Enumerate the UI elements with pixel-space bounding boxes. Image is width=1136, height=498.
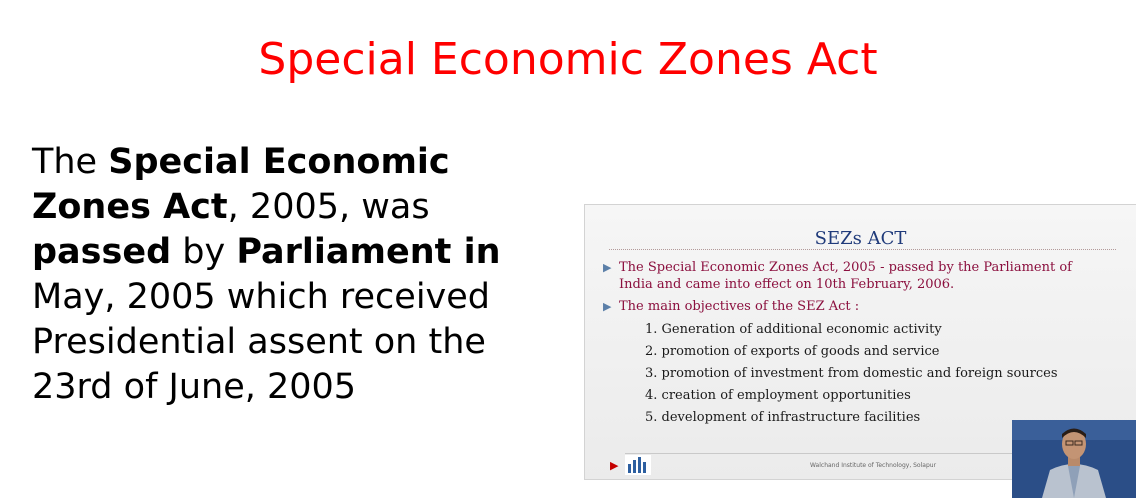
thumbnail-bullet: ▶ The main objectives of the SEZ Act : [603, 298, 1109, 315]
institute-logo-icon [625, 455, 651, 475]
thumbnail-divider [609, 249, 1116, 250]
objective-item: 2. promotion of exports of goods and ser… [645, 344, 940, 359]
objective-item: 1. Generation of additional economic act… [645, 322, 942, 337]
thumbnail-footer-line [625, 453, 1016, 454]
objective-item: 3. promotion of investment from domestic… [645, 366, 1058, 381]
thumbnail-bullet: ▶ The Special Economic Zones Act, 2005 -… [603, 259, 1109, 293]
para-text-2: , 2005, was [227, 187, 430, 227]
para-text-3: by [171, 232, 237, 272]
objective-item: 5. development of infrastructure facilit… [645, 410, 921, 425]
presenter-video [1012, 420, 1136, 498]
bullet-triangle-icon: ▶ [603, 300, 612, 313]
objective-item: 4. creation of employment opportunities [645, 388, 911, 403]
thumbnail-bullet-text: The Special Economic Zones Act, 2005 - p… [619, 260, 1072, 292]
slide-title: Special Economic Zones Act [258, 34, 878, 85]
para-bold-parliament: Parliament in [236, 232, 501, 272]
main-paragraph: The Special Economic Zones Act, 2005, wa… [32, 140, 572, 410]
para-bold-passed: passed [32, 232, 172, 272]
para-text-1: The [32, 142, 109, 182]
thumbnail-bullet-text: The main objectives of the SEZ Act : [619, 299, 860, 314]
thumbnail-footer-text: Walchand Institute of Technology, Solapu… [810, 462, 937, 469]
footer-arrow-icon: ▶ [610, 459, 619, 472]
bullet-triangle-icon: ▶ [603, 261, 612, 274]
para-bold-act: Special Economic Zones Act [32, 142, 450, 227]
para-text-4: May, 2005 which received Presidential as… [32, 277, 491, 407]
objectives-list: 1. Generation of additional economic act… [645, 319, 1115, 429]
thumbnail-heading: SEZs ACT [814, 228, 907, 249]
presenter-image [1012, 420, 1136, 498]
